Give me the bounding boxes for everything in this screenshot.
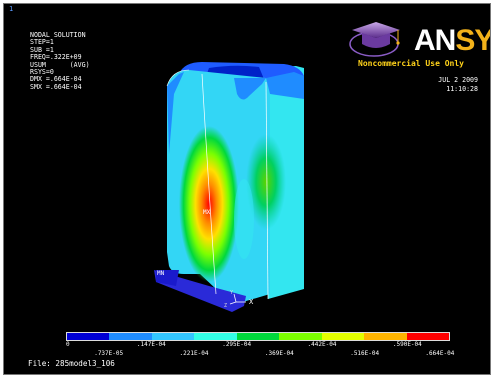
- info-usum: USUM (AVG): [30, 60, 90, 69]
- ansys-logo: ANSYS: [414, 24, 490, 57]
- legend-bottom-label: .221E-04: [179, 350, 209, 357]
- legend-top-label: .442E-04: [307, 341, 337, 348]
- info-dmx: DMX =.664E-04: [30, 75, 82, 84]
- axis-triad: [229, 293, 246, 305]
- info-smx: SMX =.664E-04: [30, 82, 82, 91]
- time-text: 11:10:28: [446, 85, 478, 93]
- noncommercial-notice: Noncommercial Use Only: [358, 59, 464, 68]
- legend-top-label: .295E-04: [222, 341, 252, 348]
- max-marker: MX: [203, 209, 211, 216]
- contour-max-zone: [179, 126, 239, 282]
- file-label: File: 285model3_106: [28, 359, 115, 368]
- legend-bottom-label: .737E-05: [94, 350, 124, 357]
- timestamp: JUL 2 2009 11:10:28: [438, 76, 478, 94]
- axis-x-label: X: [249, 298, 254, 306]
- info-step: STEP=1: [30, 38, 54, 47]
- legend-bottom-label: .516E-04: [350, 350, 380, 357]
- legend-swatch: [364, 333, 407, 340]
- min-marker: MN: [157, 270, 165, 277]
- solution-info: NODAL SOLUTION STEP=1 SUB =1 FREQ=.322E+…: [30, 31, 90, 91]
- info-rsys: RSYS=0: [30, 68, 54, 77]
- info-freq: FREQ=.322E+09: [30, 53, 82, 62]
- logo-sys: SYS: [455, 24, 490, 57]
- info-title: NODAL SOLUTION: [30, 31, 86, 39]
- legend-swatch: [151, 333, 195, 340]
- legend-swatch: [194, 333, 237, 340]
- contour-legend-bar: [66, 332, 450, 341]
- axis-y-label: Y: [230, 290, 233, 296]
- contour-mid-zone: [246, 134, 286, 230]
- model-contour-plot[interactable]: MX MN X Y Z: [4, 4, 491, 375]
- legend-top-label: .590E-04: [392, 341, 422, 348]
- info-sub: SUB =1: [30, 45, 54, 54]
- legend-swatch: [67, 333, 110, 340]
- logo-an: AN: [414, 24, 456, 57]
- date-text: JUL 2 2009: [438, 76, 478, 84]
- legend-swatch: [109, 333, 152, 340]
- legend-swatch: [279, 333, 322, 340]
- legend-bottom-label: .369E-04: [264, 350, 294, 357]
- legend-bottom-label: .664E-04: [425, 350, 455, 357]
- window-number: 1: [9, 5, 14, 13]
- graphics-window[interactable]: 1 NODAL SOLUTION STEP=1 SUB =1 FREQ=.322…: [3, 3, 491, 375]
- legend-swatch: [236, 333, 280, 340]
- axis-z-label: Z: [224, 303, 227, 309]
- graduation-cap-icon: [349, 22, 400, 57]
- legend-top-label: 0: [66, 341, 70, 348]
- legend-top-label: .147E-04: [136, 341, 166, 348]
- legend-swatch: [321, 333, 365, 340]
- legend-swatch: [406, 333, 449, 340]
